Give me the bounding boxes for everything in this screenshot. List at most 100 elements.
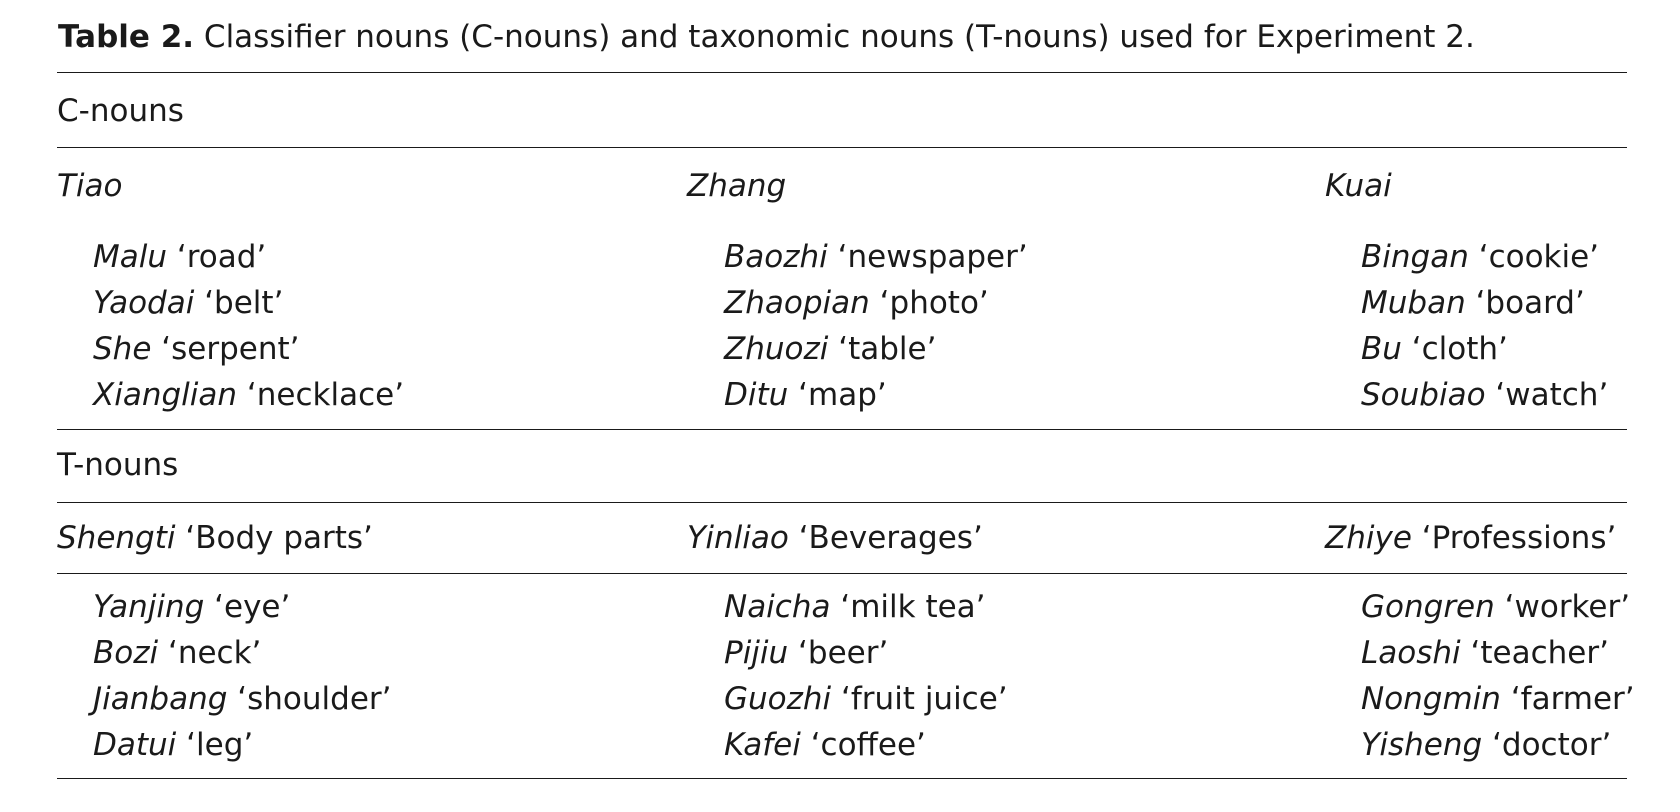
noun-gloss: ‘leg’ [186,727,254,763]
heading-gloss: ‘Beverages’ [798,520,983,556]
noun-word: Datui [93,727,177,763]
noun-entry: Baozhi ‘newspaper’ [724,234,1028,280]
noun-gloss: ‘necklace’ [246,377,405,413]
section-title-rule [57,502,1627,503]
noun-gloss: ‘neck’ [167,635,262,671]
noun-word: Kafei [724,727,801,763]
noun-word: Naicha [724,589,831,625]
noun-entry: Zhuozi ‘table’ [724,326,1028,372]
noun-word: Nongmin [1361,681,1501,717]
noun-gloss: ‘cookie’ [1478,239,1600,275]
noun-word: Guozhi [724,681,832,717]
heading-word: Zhang [687,168,787,204]
column-heading: Zhiye ‘Professions’ [1325,515,1616,561]
noun-word: Jianbang [93,681,228,717]
noun-gloss: ‘serpent’ [161,331,300,367]
noun-gloss: ‘road’ [176,239,267,275]
heading-word: Tiao [57,168,123,204]
noun-entry: She ‘serpent’ [93,326,404,372]
noun-gloss: ‘cloth’ [1411,331,1508,367]
noun-entry: Soubiao ‘watch’ [1361,372,1608,418]
noun-word: Yisheng [1361,727,1483,763]
column-heading: Tiao [57,163,123,209]
section-title: T-nouns [57,447,179,483]
noun-gloss: ‘farmer’ [1510,681,1635,717]
column-heading: Yinliao ‘Beverages’ [687,515,983,561]
noun-entry: Yaodai ‘belt’ [93,280,404,326]
heading-word: Shengti [57,520,176,556]
heading-word: Yinliao [687,520,789,556]
column-heading: Zhang [687,163,786,209]
noun-word: Pijiu [724,635,789,671]
heading-word: Zhiye [1325,520,1412,556]
noun-entry: Bu ‘cloth’ [1361,326,1608,372]
noun-word: Zhaopian [724,285,870,321]
column-heading: Kuai [1325,163,1392,209]
noun-word: Xianglian [93,377,238,413]
section-title-rule [57,147,1627,148]
table-caption: Table 2. Classifier nouns (C-nouns) and … [58,14,1475,60]
noun-entry: Jianbang ‘shoulder’ [93,676,392,722]
noun-entry: Bozi ‘neck’ [93,630,392,676]
noun-list: Naicha ‘milk tea’ Pijiu ‘beer’ Guozhi ‘f… [724,584,1008,768]
noun-word: Zhuozi [724,331,829,367]
noun-word: Gongren [1361,589,1495,625]
noun-gloss: ‘shoulder’ [237,681,392,717]
noun-entry: Ditu ‘map’ [724,372,1028,418]
noun-gloss: ‘worker’ [1504,589,1631,625]
noun-gloss: ‘belt’ [204,285,284,321]
noun-gloss: ‘table’ [838,331,937,367]
noun-word: Soubiao [1361,377,1486,413]
noun-gloss: ‘watch’ [1495,377,1609,413]
noun-word: She [93,331,152,367]
noun-entry: Xianglian ‘necklace’ [93,372,404,418]
noun-entry: Malu ‘road’ [93,234,404,280]
column-heading-rule [57,573,1627,574]
noun-list: Yanjing ‘eye’ Bozi ‘neck’ Jianbang ‘shou… [93,584,392,768]
noun-entry: Zhaopian ‘photo’ [724,280,1028,326]
column-heading: Shengti ‘Body parts’ [57,515,373,561]
noun-entry: Kafei ‘coffee’ [724,722,1008,768]
noun-gloss: ‘coffee’ [810,727,926,763]
noun-word: Bingan [1361,239,1469,275]
noun-entry: Yanjing ‘eye’ [93,584,392,630]
noun-entry: Bingan ‘cookie’ [1361,234,1608,280]
heading-gloss: ‘Professions’ [1421,520,1617,556]
table-top-rule [57,72,1627,73]
table-caption-text: Classifier nouns (C-nouns) and taxonomic… [203,19,1475,55]
noun-word: Laoshi [1361,635,1461,671]
section-separator-rule [57,429,1627,430]
noun-entry: Muban ‘board’ [1361,280,1608,326]
noun-word: Muban [1361,285,1466,321]
noun-word: Ditu [724,377,789,413]
heading-gloss: ‘Body parts’ [185,520,373,556]
noun-gloss: ‘photo’ [879,285,989,321]
noun-gloss: ‘doctor’ [1492,727,1612,763]
noun-entry: Pijiu ‘beer’ [724,630,1008,676]
section-title: C-nouns [57,93,184,129]
noun-word: Bozi [93,635,159,671]
noun-list: Baozhi ‘newspaper’ Zhaopian ‘photo’ Zhuo… [724,234,1028,418]
noun-entry: Yisheng ‘doctor’ [1361,722,1635,768]
noun-gloss: ‘board’ [1475,285,1585,321]
noun-word: Baozhi [724,239,828,275]
noun-table: C-nouns Tiao Zhang Kuai Malu ‘road’ Yaod… [57,72,1635,779]
table-bottom-rule [57,778,1627,779]
heading-word: Kuai [1325,168,1392,204]
noun-word: Yanjing [93,589,205,625]
noun-entry: Nongmin ‘farmer’ [1361,676,1635,722]
noun-gloss: ‘newspaper’ [837,239,1028,275]
noun-entry: Naicha ‘milk tea’ [724,584,1008,630]
noun-entry: Gongren ‘worker’ [1361,584,1635,630]
table-caption-label: Table 2. [58,19,195,55]
noun-gloss: ‘teacher’ [1470,635,1609,671]
noun-gloss: ‘eye’ [214,589,291,625]
noun-entry: Datui ‘leg’ [93,722,392,768]
noun-entry: Laoshi ‘teacher’ [1361,630,1635,676]
noun-word: Yaodai [93,285,195,321]
noun-list: Malu ‘road’ Yaodai ‘belt’ She ‘serpent’ … [93,234,404,418]
noun-gloss: ‘beer’ [798,635,889,671]
noun-list: Gongren ‘worker’ Laoshi ‘teacher’ Nongmi… [1361,584,1635,768]
noun-gloss: ‘milk tea’ [840,589,986,625]
noun-word: Malu [93,239,168,275]
